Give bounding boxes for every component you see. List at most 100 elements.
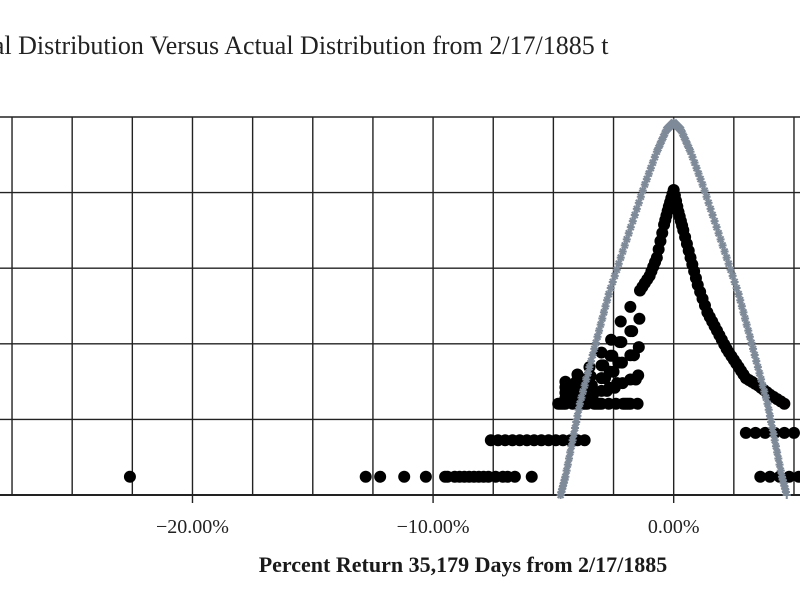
normal-point-22-3	[774, 454, 783, 463]
x-tick-label-0: −20.00%	[156, 516, 229, 538]
normal-point-14-2	[690, 158, 699, 167]
normal-point-17-1	[724, 259, 733, 268]
normal-point-6-5	[614, 259, 623, 268]
actual-fill-18-1	[632, 369, 645, 382]
normal-point-13-1	[678, 129, 687, 138]
normal-point-3-3	[580, 381, 589, 390]
normal-point-14-1	[688, 153, 697, 162]
normal-point-19-5	[752, 357, 761, 366]
series-1	[556, 118, 791, 499]
normal-point-15-1	[700, 186, 709, 195]
actual-point-77	[754, 470, 767, 483]
normal-point-19-3	[749, 344, 758, 353]
actual-point-0	[123, 470, 136, 483]
normal-point-14-3	[692, 164, 701, 173]
normal-point-9-0	[640, 180, 649, 189]
series-0	[123, 184, 800, 483]
normal-point-19-0	[744, 326, 753, 335]
normal-point-14-5	[696, 175, 705, 184]
x-tick-label-1: −10.00%	[397, 516, 470, 538]
normal-point-18-1	[736, 296, 745, 305]
normal-point-16-4	[718, 241, 727, 250]
normal-point-16-1	[712, 223, 721, 232]
actual-fill-12-2	[607, 365, 620, 378]
normal-point-15-2	[702, 192, 711, 201]
normal-point-19-1	[745, 332, 754, 341]
actual-fill-29-3	[708, 320, 721, 333]
actual-point-33	[578, 434, 591, 447]
normal-point-4-3	[590, 344, 599, 353]
normal-point-18-5	[742, 320, 751, 329]
normal-point-7-2	[620, 241, 629, 250]
normal-point-22-0	[770, 436, 779, 445]
normal-point-5-0	[595, 326, 604, 335]
actual-fill-8-3	[593, 397, 606, 410]
normal-point-8-0	[628, 217, 637, 226]
normal-point-8-3	[634, 198, 643, 207]
normal-point-7-5	[626, 223, 635, 232]
actual-fill-18-3	[633, 312, 646, 325]
actual-fill-28-3	[698, 299, 711, 312]
normal-point-15-4	[706, 204, 715, 213]
actual-point-18	[508, 470, 521, 483]
actual-point-49	[595, 346, 608, 359]
normal-point-4-2	[588, 351, 597, 359]
normal-point-19-4	[750, 351, 759, 359]
normal-point-9-2	[644, 169, 653, 178]
normal-point-22-5	[776, 466, 785, 475]
tick-labels: −20.00%−10.00%0.00%10.00%	[156, 516, 700, 538]
normal-point-17-2	[726, 265, 735, 274]
actual-point-3	[398, 470, 411, 483]
normal-point-13-2	[680, 133, 689, 142]
actual-point-2	[374, 470, 387, 483]
normal-point-13-4	[683, 140, 692, 149]
normal-point-20-5	[761, 393, 770, 402]
actual-fill-25-3	[676, 219, 689, 232]
actual-fill-18-2	[632, 341, 645, 354]
normal-point-15-0	[698, 180, 707, 189]
normal-point-3-1	[577, 393, 586, 402]
actual-point-1	[359, 470, 372, 483]
normal-point-20-2	[757, 375, 766, 384]
normal-point-1-1	[562, 466, 571, 475]
normal-point-2-2	[571, 424, 580, 433]
actual-fill-26-3	[682, 244, 695, 257]
x-tick-label-2: 0.00%	[648, 516, 700, 538]
normal-point-16-2	[714, 229, 723, 238]
normal-point-17-3	[728, 271, 737, 280]
normal-point-15-5	[708, 211, 717, 219]
normal-point-22-1	[771, 442, 780, 451]
normal-point-10-4	[659, 133, 668, 142]
normal-point-16-5	[720, 247, 729, 256]
normal-point-17-0	[722, 253, 731, 262]
normal-point-21-3	[767, 417, 776, 426]
actual-point-76	[787, 426, 800, 439]
actual-fill-35-3	[774, 395, 787, 408]
series-layer	[123, 118, 800, 499]
grid-lines	[0, 116, 800, 496]
normal-point-17-4	[730, 277, 739, 286]
normal-point-15-3	[704, 198, 713, 207]
normal-point-3-5	[583, 369, 592, 378]
normal-point-18-4	[741, 314, 750, 323]
normal-point-9-5	[650, 153, 659, 162]
normal-point-5-5	[603, 296, 612, 305]
normal-point-10-5	[660, 129, 669, 138]
normal-point-2-0	[568, 436, 577, 445]
actual-point-51	[614, 315, 627, 328]
normal-point-19-2	[747, 338, 756, 347]
normal-point-10-0	[652, 147, 661, 156]
normal-point-20-0	[753, 363, 762, 372]
normal-point-4-5	[593, 332, 602, 341]
axes	[191, 495, 675, 503]
chart-title-text: rmal Distribution Versus Actual Distribu…	[0, 31, 609, 60]
normal-point-21-0	[763, 399, 772, 408]
actual-point-71	[739, 426, 752, 439]
normal-point-13-3	[681, 136, 690, 145]
normal-point-21-1	[764, 405, 773, 414]
normal-point-16-0	[710, 217, 719, 226]
normal-point-21-4	[768, 424, 777, 433]
normal-point-2-4	[573, 411, 582, 420]
normal-point-2-1	[569, 430, 578, 439]
